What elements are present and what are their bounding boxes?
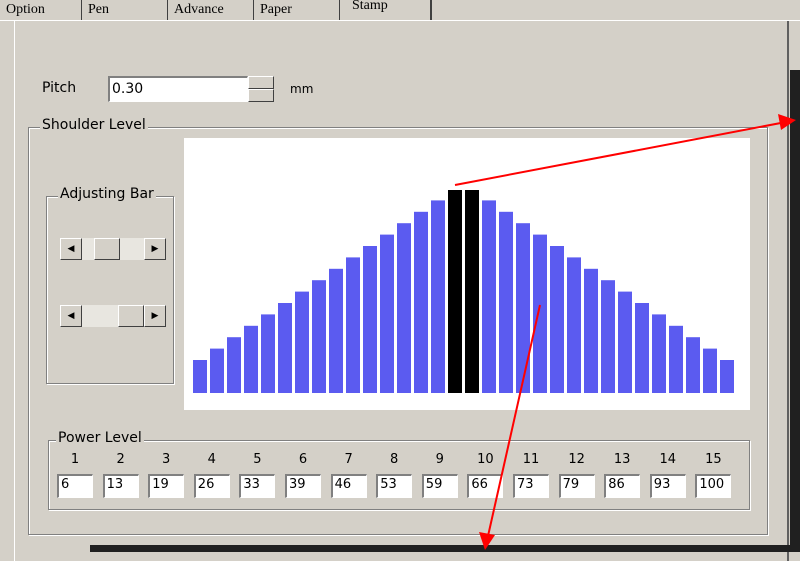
power-index: 9 <box>435 452 444 467</box>
bar[interactable] <box>312 280 326 393</box>
bar[interactable] <box>703 348 717 393</box>
bar[interactable] <box>567 257 581 393</box>
power-input[interactable]: 26 <box>193 474 230 498</box>
bar[interactable] <box>329 268 343 393</box>
power-level-title: Power Level <box>56 430 144 446</box>
active-tab[interactable]: Stamp <box>340 0 432 20</box>
tab[interactable]: Paper <box>254 0 340 20</box>
bar[interactable] <box>244 325 258 393</box>
tab[interactable]: Advance <box>168 0 254 20</box>
power-index: 6 <box>298 452 308 467</box>
arrow-head <box>479 532 495 550</box>
power-index: 5 <box>253 452 262 467</box>
spin-up[interactable] <box>248 76 274 89</box>
power-index: 7 <box>344 452 353 467</box>
bottom-dark-edge <box>90 545 800 552</box>
power-input[interactable]: 73 <box>513 474 549 498</box>
power-input[interactable]: 93 <box>649 474 686 498</box>
bar[interactable] <box>618 291 632 393</box>
right-dark-edge <box>790 70 800 552</box>
tab-strip-line <box>0 20 800 21</box>
selected-bar[interactable] <box>448 190 462 393</box>
power-index: 10 <box>477 452 494 467</box>
bar[interactable] <box>278 303 292 393</box>
bar[interactable] <box>363 246 377 393</box>
arrow-line <box>487 304 541 537</box>
power-index: 4 <box>207 452 216 467</box>
bar[interactable] <box>431 200 445 393</box>
power-input[interactable]: 86 <box>604 474 641 498</box>
bar[interactable] <box>584 268 598 393</box>
power-index: 8 <box>390 452 399 467</box>
shoulder-level-group <box>28 127 768 535</box>
scroll-right[interactable]: ▶ <box>144 305 166 327</box>
scroll-right[interactable]: ▶ <box>144 238 166 260</box>
bar[interactable] <box>601 280 615 393</box>
bar[interactable] <box>499 211 513 393</box>
shoulder-level-title: Shoulder Level <box>40 117 148 133</box>
spin-down[interactable] <box>248 89 274 102</box>
power-input[interactable]: 46 <box>330 474 367 498</box>
scroll-thumb[interactable] <box>94 238 120 260</box>
panel-frame <box>14 21 789 561</box>
arrow-head <box>778 114 796 130</box>
bar[interactable] <box>346 257 360 393</box>
tab[interactable]: Option <box>0 0 82 20</box>
bar[interactable] <box>210 348 224 393</box>
power-input[interactable]: 53 <box>376 474 413 498</box>
bar[interactable] <box>414 211 428 393</box>
bar[interactable] <box>686 337 700 393</box>
scroll-left[interactable]: ◀ <box>60 305 82 327</box>
bar[interactable] <box>516 223 530 393</box>
bar[interactable] <box>380 234 394 393</box>
bar[interactable] <box>550 246 564 393</box>
power-index: 13 <box>613 452 631 467</box>
power-index: 14 <box>659 452 677 467</box>
bar[interactable] <box>533 234 547 393</box>
bar[interactable] <box>397 223 411 393</box>
power-level-group <box>48 440 750 510</box>
power-index: 12 <box>568 452 585 467</box>
power-index: 2 <box>116 452 125 467</box>
bar[interactable] <box>193 360 207 393</box>
scroll-left[interactable]: ◀ <box>60 238 82 260</box>
adjusting-bar-title: Adjusting Bar <box>58 186 156 202</box>
bar[interactable] <box>635 303 649 393</box>
power-index: 15 <box>705 452 722 467</box>
power-index: 1 <box>70 452 80 467</box>
arrow-line <box>454 121 787 186</box>
power-input[interactable]: 39 <box>285 474 321 498</box>
bar[interactable] <box>652 314 666 393</box>
bar[interactable] <box>261 314 275 393</box>
power-input[interactable]: 79 <box>558 474 595 498</box>
pitch-input[interactable]: 0.30 <box>108 76 248 102</box>
scroll-thumb[interactable] <box>118 305 144 327</box>
bar[interactable] <box>227 337 241 393</box>
bar[interactable] <box>669 325 683 393</box>
power-input[interactable]: 13 <box>102 474 139 498</box>
power-input[interactable]: 19 <box>148 474 185 498</box>
bar[interactable] <box>295 291 309 393</box>
power-input[interactable]: 33 <box>239 474 276 498</box>
pitch-unit: mm <box>290 82 314 96</box>
power-input[interactable]: 59 <box>421 474 458 498</box>
pitch-label: Pitch <box>42 80 77 96</box>
bar[interactable] <box>720 360 734 393</box>
selected-bar[interactable] <box>465 190 479 393</box>
power-input[interactable]: 6 <box>57 474 93 498</box>
power-index: 3 <box>162 452 171 467</box>
power-input[interactable]: 100 <box>695 474 732 498</box>
power-index: 11 <box>522 452 540 467</box>
bar[interactable] <box>482 200 496 393</box>
tab[interactable]: Pen <box>82 0 168 20</box>
